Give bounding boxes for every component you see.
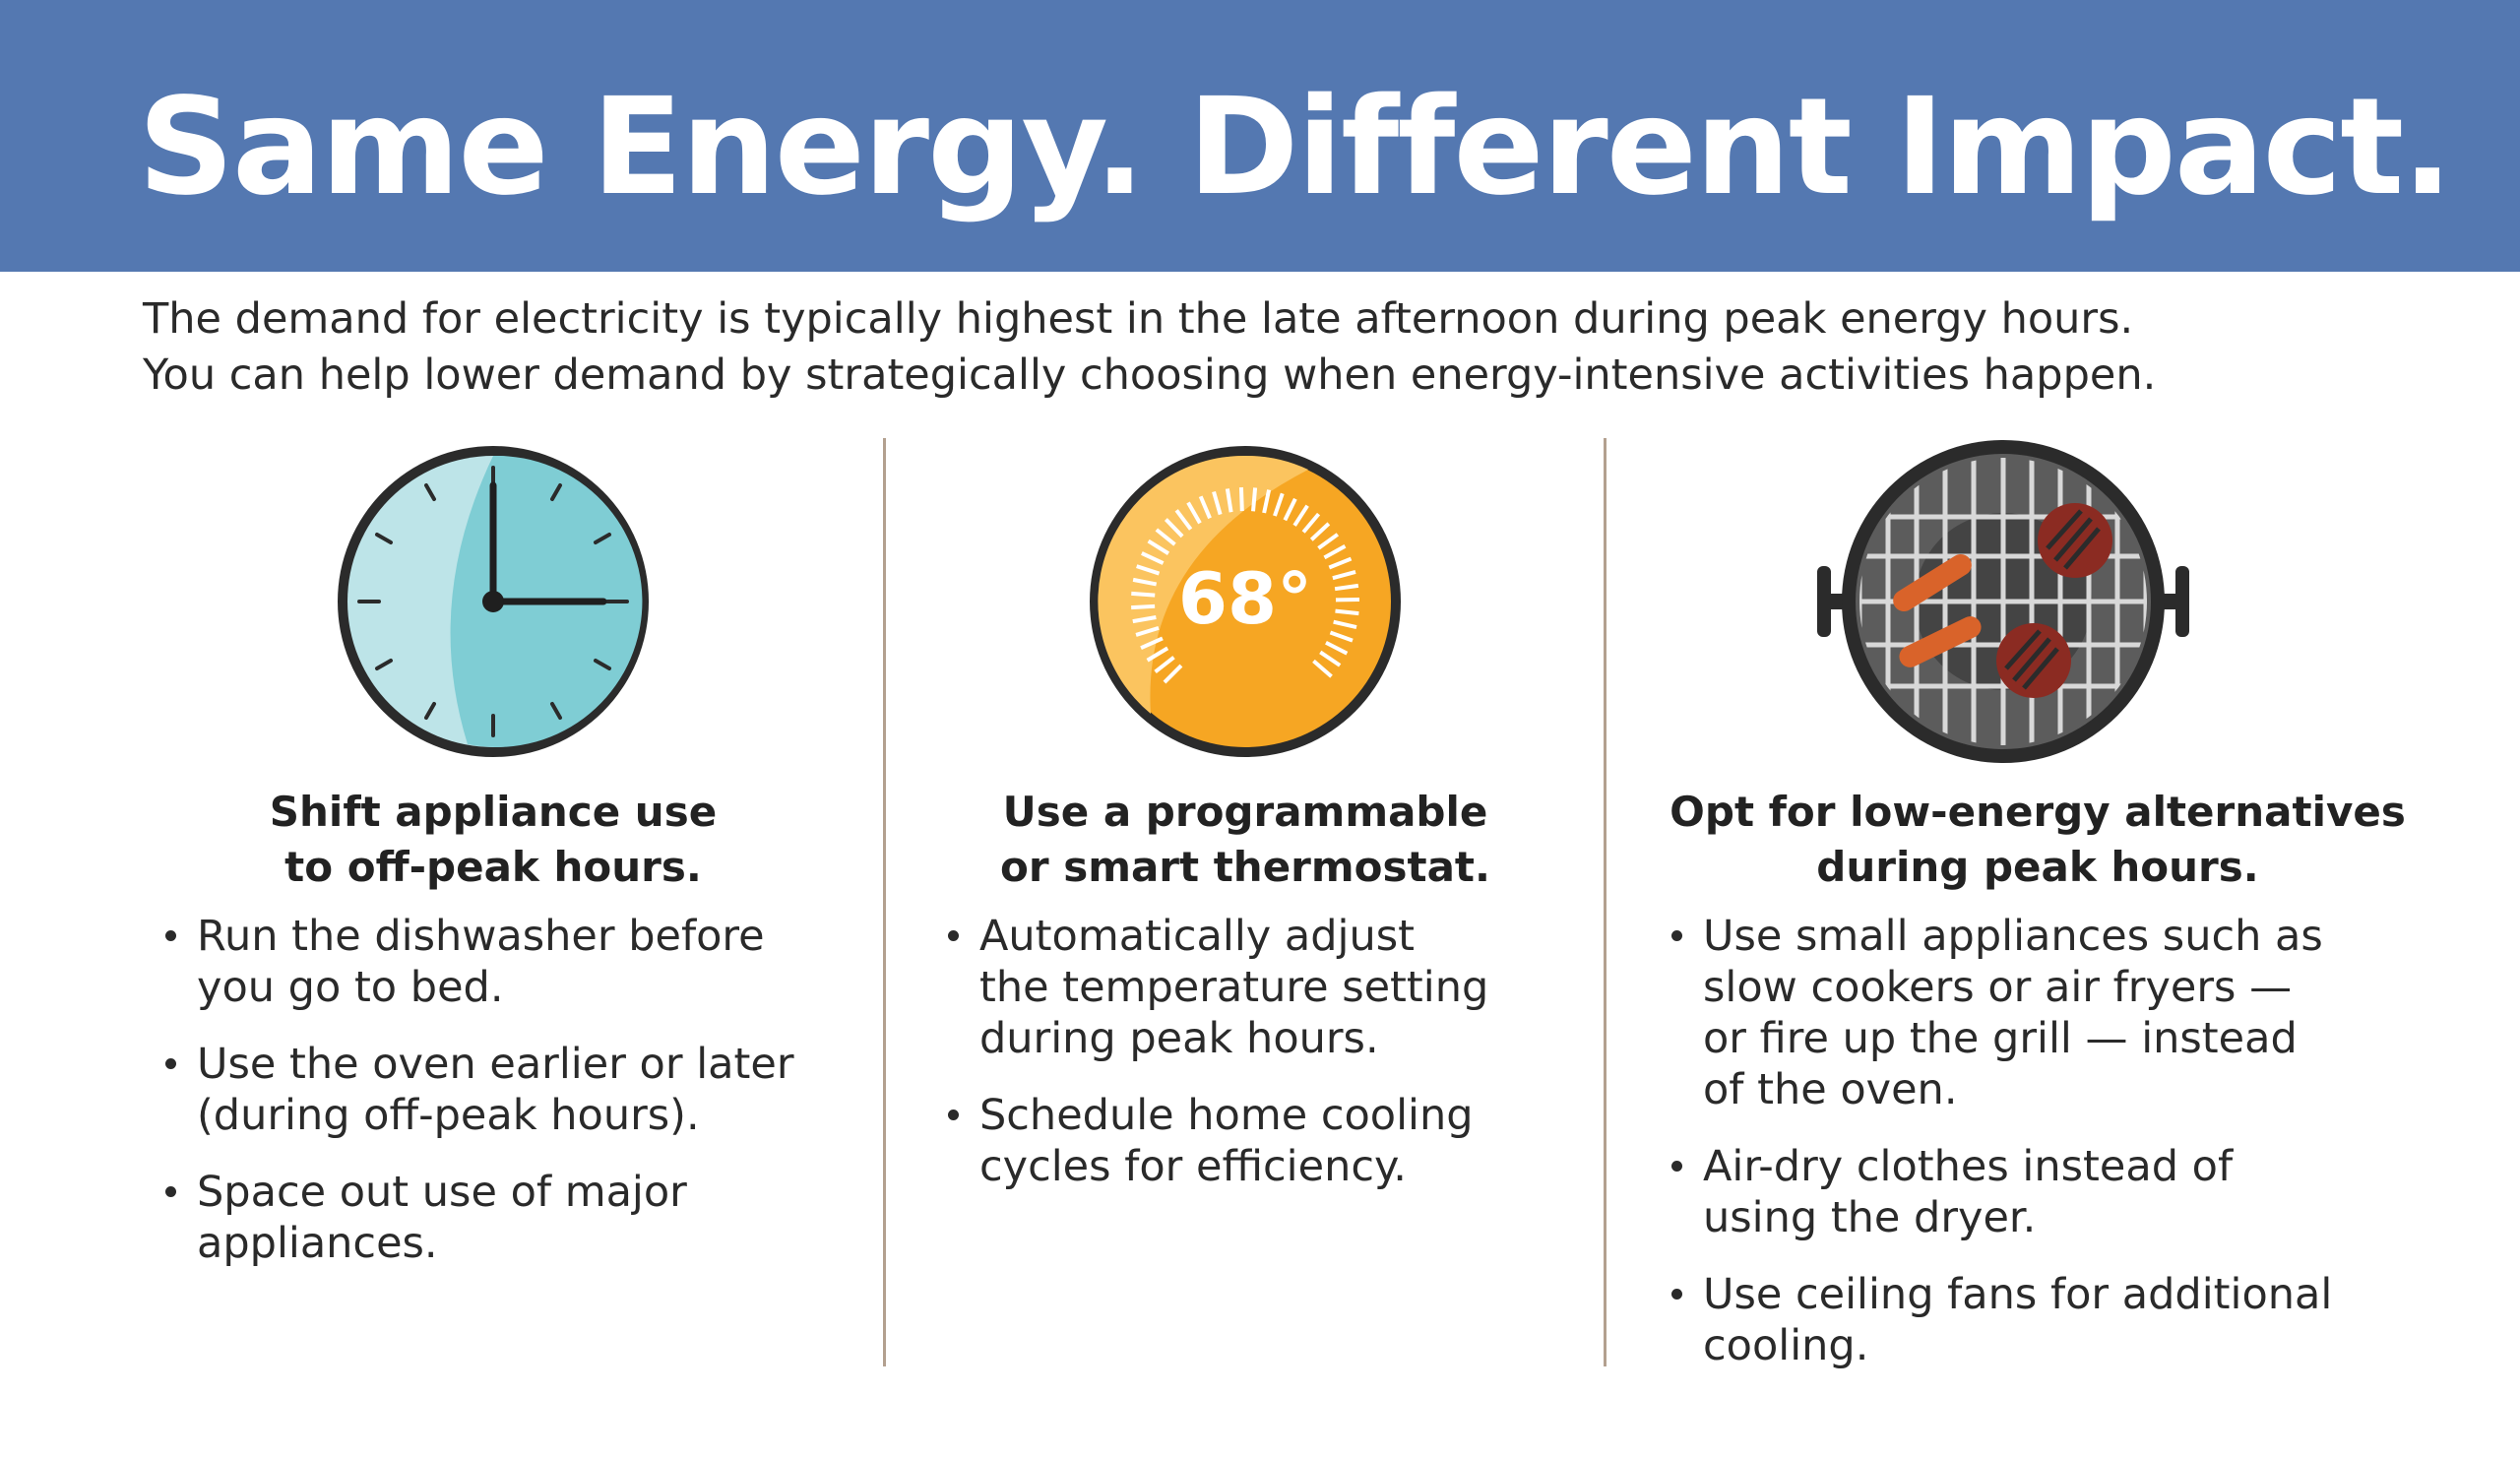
bullet-icon — [165, 1058, 176, 1069]
thermostat-scale-tick — [1333, 619, 1357, 630]
thermostat-scale-tick — [1155, 528, 1176, 546]
thermostat-scale-tick — [1136, 564, 1161, 576]
thermostat-scale-tick — [1319, 650, 1342, 667]
list-item: Run the dishwasher before you go to bed. — [158, 911, 866, 1013]
list-item: Use ceiling fans for additional cooling. — [1664, 1269, 2412, 1371]
column-divider-2 — [1604, 438, 1606, 1366]
thermostat-scale-tick — [1174, 509, 1193, 531]
list-item: Space out use of major appliances. — [158, 1167, 866, 1269]
bullet-icon — [1671, 1161, 1682, 1172]
low-energy-tips-list: Use small appliances such as slow cooker… — [1664, 911, 2412, 1397]
header-banner: Same Energy. Different Impact. — [0, 0, 2520, 272]
thermostat-scale-tick — [1135, 625, 1160, 637]
thermostat-scale-tick — [1164, 518, 1184, 539]
thermostat-scale-tick — [1147, 539, 1170, 555]
thermostat-scale-tick — [1154, 656, 1175, 673]
thermostat-scale-tick — [1329, 630, 1354, 643]
thermostat-scale-tick — [1292, 504, 1309, 527]
list-item: Automatically adjust the temperature set… — [940, 911, 1609, 1064]
thermostat-scale-tick — [1225, 488, 1233, 513]
thermostat-scale-tick — [1283, 497, 1297, 522]
thermostat-scale-tick — [1146, 646, 1169, 663]
thermostat-scale-tick — [1335, 608, 1359, 616]
thermostat-column-heading: Use a programmable or smart thermostat. — [1000, 788, 1490, 891]
thermostat-scale-tick — [1212, 490, 1223, 516]
thermostat-scale-tick — [1332, 570, 1356, 581]
bullet-icon — [1671, 1289, 1682, 1300]
list-item: Schedule home cooling cycles for efficie… — [940, 1090, 1609, 1192]
hot-dog-icon — [1893, 553, 1982, 667]
page-title: Same Energy. Different Impact. — [138, 70, 2453, 225]
bullet-icon — [948, 930, 959, 941]
bullet-icon — [1671, 930, 1682, 941]
thermostat-scale-tick — [1317, 533, 1340, 550]
thermostat-scale-tick — [1334, 583, 1359, 592]
clock-column-heading: Shift appliance use to off-peak hours. — [269, 788, 718, 891]
thermostat-tips-list: Automatically adjust the temperature set… — [940, 911, 1609, 1218]
thermostat-scale — [1131, 487, 1360, 684]
intro-text: The demand for electricity is typically … — [143, 291, 2407, 404]
burger-patty-icon — [1996, 623, 2071, 698]
thermostat-scale-tick — [1198, 495, 1212, 520]
thermostat-scale-tick — [1262, 489, 1272, 514]
clock-icon — [338, 446, 649, 757]
bullet-icon — [165, 1186, 176, 1197]
column-divider-1 — [883, 438, 886, 1366]
burger-patty-icon — [2038, 503, 2112, 578]
thermostat-scale-tick — [1325, 640, 1349, 656]
thermostat-scale-tick — [1328, 556, 1353, 570]
thermostat-scale-tick — [1251, 487, 1258, 512]
thermostat-scale-tick — [1238, 487, 1244, 512]
thermostat-reading: 68° — [1178, 557, 1312, 640]
thermostat-scale-tick — [1131, 603, 1156, 610]
thermostat-scale-tick — [1186, 501, 1202, 525]
thermostat-scale-tick — [1309, 522, 1331, 541]
thermostat-scale-tick — [1132, 615, 1157, 624]
thermostat-scale-tick — [1301, 512, 1321, 534]
thermostat-scale-tick — [1141, 551, 1165, 565]
intro-line-1: The demand for electricity is typically … — [143, 294, 2134, 344]
thermostat-scale-tick — [1273, 492, 1285, 517]
grill-icon — [1817, 440, 2189, 763]
thermostat-scale-tick — [1163, 664, 1183, 684]
thermostat-scale-tick — [1140, 636, 1164, 651]
bullet-icon — [165, 930, 176, 941]
bullet-icon — [948, 1110, 959, 1120]
clock-tips-list: Run the dishwasher before you go to bed.… — [158, 911, 866, 1295]
intro-line-2: You can help lower demand by strategical… — [143, 350, 2157, 400]
list-item: Use the oven earlier or later (during of… — [158, 1039, 866, 1141]
thermostat-icon: 68° — [1090, 446, 1401, 757]
low-energy-column-heading: Opt for low-energy alternatives during p… — [1670, 788, 2406, 891]
list-item: Air-dry clothes instead of using the dry… — [1664, 1141, 2412, 1243]
thermostat-scale-tick — [1132, 577, 1158, 587]
thermostat-scale-tick — [1323, 544, 1347, 560]
thermostat-scale-tick — [1131, 591, 1156, 598]
thermostat-scale-tick — [1312, 659, 1333, 678]
list-item: Use small appliances such as slow cooker… — [1664, 911, 2412, 1115]
